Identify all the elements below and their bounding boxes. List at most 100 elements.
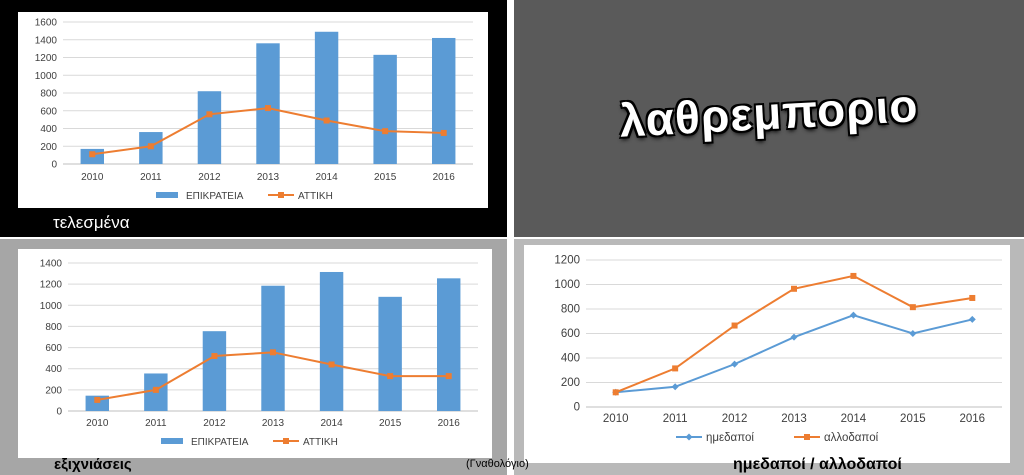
bar [432,37,456,164]
legend-label: ΕΠΙΚΡΑΤΕΙΑ [186,191,244,202]
data-point [89,151,96,158]
data-point [440,129,447,136]
legend-marker [804,434,810,440]
data-point [211,353,218,360]
y-tick-label: 400 [40,124,57,135]
bar [378,296,402,411]
data-point [791,285,797,292]
legend-label: ΑΤΤΙΚΗ [303,437,338,448]
y-tick-label: 200 [561,377,580,389]
legend-marker [278,192,284,198]
data-point [387,373,394,380]
data-point [849,311,857,319]
chart-area: 0 200 400 600 800 1000 1200 1400 2010 2011 2012 201… [18,249,492,458]
x-tick-label: 2010 [603,413,629,425]
x-tick-label: 2013 [781,413,807,425]
caption-committed: τελεσμένα [53,213,130,232]
data-point [731,322,738,329]
x-tick-label: 2014 [315,172,338,183]
x-tick-label: 2011 [140,172,162,183]
x-tick-label: 2014 [841,413,867,425]
y-tick-label: 200 [45,385,62,396]
y-tick-label: 1000 [554,279,580,291]
legend-label: ΑΤΤΙΚΗ [298,191,333,202]
bar [202,331,227,411]
x-tick-label: 2015 [374,172,397,183]
y-tick-label: 200 [40,142,57,153]
y-tick-label: 1400 [40,259,63,270]
bar [373,54,397,164]
x-tick-label: 2013 [257,172,280,183]
data-point [790,333,798,341]
data-point [94,396,101,403]
chart-committed: 0 200 400 600 800 1000 1200 1400 1600 2010 2011 201… [35,18,473,202]
y-tick-label: 0 [51,160,57,171]
chart-nationality: 0 200 400 600 800 1000 1200 2010 2011 2012 2013 201… [554,255,1002,444]
data-point [270,349,276,356]
x-tick-label: 2014 [320,418,343,429]
y-tick-label: 1000 [35,71,58,82]
caption-source: (Γναθολόγιο) [466,458,529,470]
chart-panel-solved: 0 200 400 600 800 1000 1200 1400 2010 2011 2012 201… [0,239,507,475]
y-tick-label: 800 [45,322,62,333]
series-line [615,314,973,394]
bar [197,91,222,164]
y-tick-label: 0 [574,402,580,414]
data-point [323,117,330,124]
x-tick-label: 2011 [145,418,167,429]
title-panel [514,0,1024,237]
x-tick-label: 2013 [262,418,285,429]
x-tick-label: 2012 [203,418,226,429]
y-tick-label: 1000 [40,301,63,312]
data-point [969,294,976,301]
data-point [968,315,976,323]
data-point [328,361,335,368]
data-point [909,330,917,337]
y-tick-label: 600 [45,343,62,354]
y-tick-label: 600 [561,328,580,340]
bar [314,31,339,165]
bar [437,278,461,411]
y-tick-label: 800 [561,304,580,316]
chart-area: 0 200 400 600 800 1000 1200 1400 1600 2010 2011 201… [18,12,488,208]
data-point [909,304,916,311]
y-tick-label: 1400 [35,35,58,46]
caption-solved: εξιχνιάσεις [54,456,132,473]
data-point [612,389,619,396]
caption-nationality: ημεδαποί / αλλοδαποί [733,456,902,473]
x-tick-label: 2016 [438,418,461,429]
data-point [147,143,154,150]
data-point [671,383,679,391]
data-point [850,272,857,279]
legend-marker [283,438,289,444]
y-tick-label: 1200 [554,255,580,267]
legend-swatch [156,192,178,198]
data-point [206,111,213,118]
y-tick-label: 1200 [40,280,63,291]
bar [256,43,280,164]
chart-panel-committed: 0 200 400 600 800 1000 1200 1400 1600 2010 2011 201… [0,0,507,237]
x-tick-label: 2016 [433,172,456,183]
legend-label: ημεδαποί [706,432,754,444]
y-tick-label: 400 [45,364,62,375]
x-tick-label: 2012 [722,413,748,425]
data-point [672,365,679,372]
legend-label: αλλοδαποί [824,432,879,444]
y-tick-label: 1600 [35,18,58,29]
y-tick-label: 0 [56,407,62,418]
legend-swatch [161,438,183,444]
x-tick-label: 2010 [86,418,109,429]
x-tick-label: 2016 [959,413,985,425]
x-tick-label: 2015 [379,418,402,429]
y-tick-label: 400 [561,353,580,365]
data-point [152,386,159,393]
bar [261,285,285,411]
data-point [265,105,271,112]
x-tick-label: 2012 [198,172,221,183]
chart-panel-nationality: 0 200 400 600 800 1000 1200 2010 2011 2012 2013 201… [514,239,1024,475]
y-tick-label: 1200 [35,53,58,64]
legend-label: ΕΠΙΚΡΑΤΕΙΑ [191,437,249,448]
data-point [382,128,389,135]
bar [319,271,344,411]
y-tick-label: 600 [40,106,57,117]
